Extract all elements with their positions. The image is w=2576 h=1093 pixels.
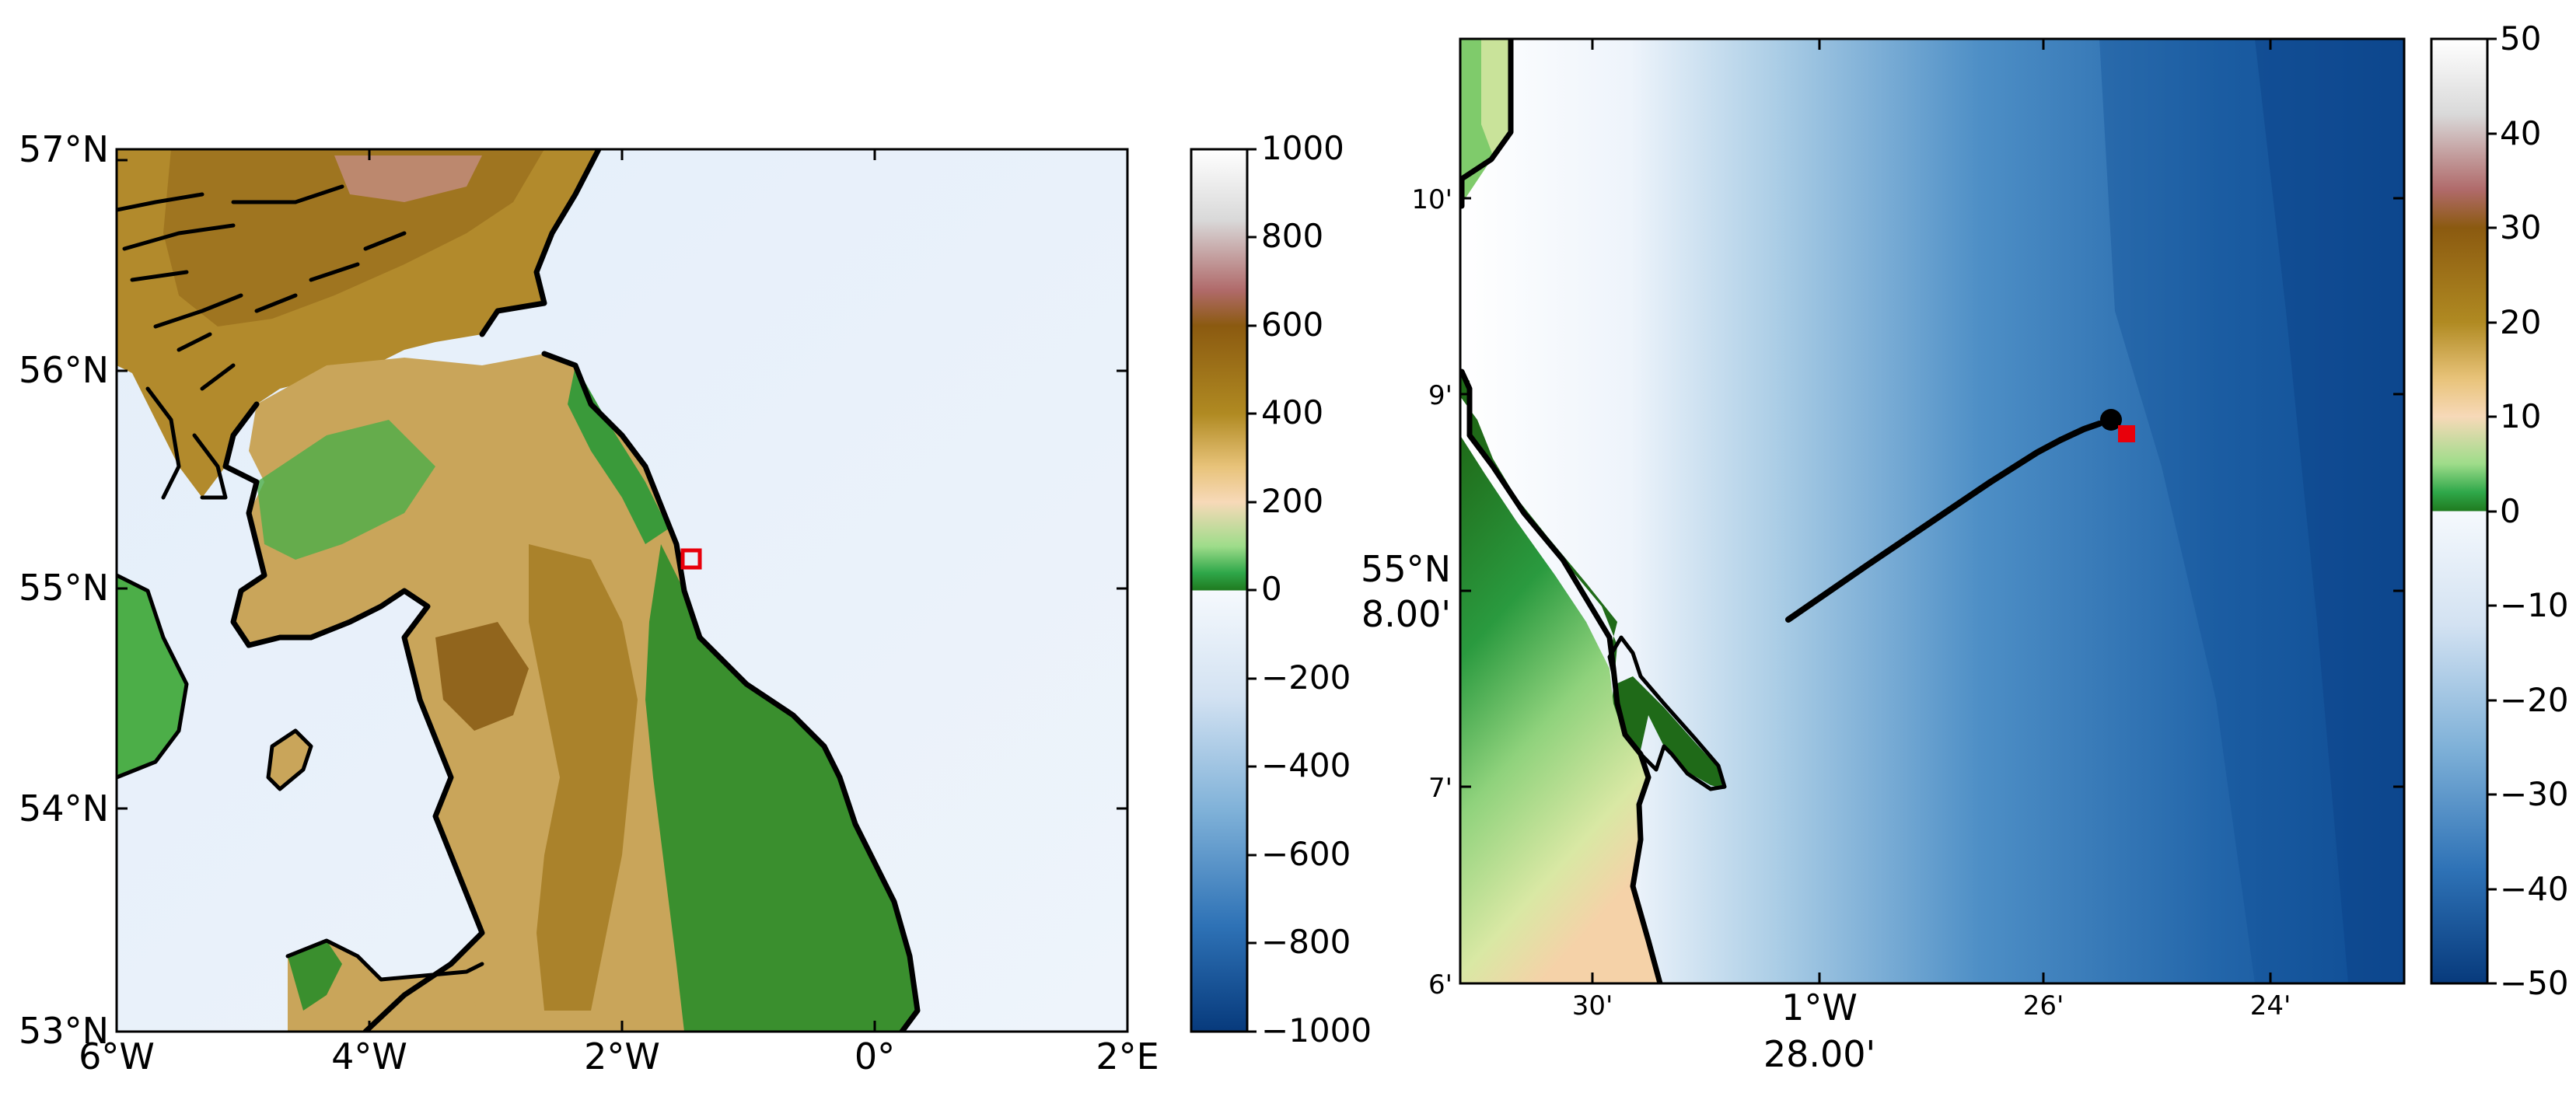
left-colorbar-tick-label: 1000 [1261, 129, 1344, 167]
right-lat-label: 9' [1428, 380, 1452, 411]
green-coast [568, 365, 669, 544]
england-lowlands [645, 544, 918, 1032]
coastline-lochs [117, 184, 407, 500]
left-lat-label: 57°N [19, 128, 109, 170]
right-lat-label: 7' [1428, 773, 1452, 804]
right-lon-major-degree: 1°W [1781, 986, 1858, 1028]
right-lat-label: 10' [1411, 184, 1452, 215]
wales-green [288, 941, 342, 1011]
left-lat-label: 54°N [19, 787, 109, 829]
right-lon-major-minute: 28.00' [1763, 1033, 1875, 1075]
left-map-ticks [117, 149, 1127, 1032]
study-site-marker-zoom [2118, 425, 2135, 442]
right-map-coastline-inlet [1607, 635, 1727, 791]
left-colorbar-tick-label: 0 [1261, 570, 1282, 608]
right-colorbar-ticks [2487, 37, 2497, 985]
scotland-peaks [334, 155, 482, 202]
right-map-land-south [1460, 372, 1725, 789]
right-map-land-south-body [1460, 435, 1660, 983]
coastline-wales [285, 938, 484, 982]
coastline-west [222, 401, 485, 1032]
left-lon-label: 2°W [584, 1035, 660, 1077]
right-lat-major-degree: 55°N [1361, 548, 1451, 590]
right-map-coastline-north [1460, 39, 1514, 209]
left-map-panel: 57°N 56°N 55°N 54°N 53°N 6°W 4°W 2°W 0° … [19, 128, 1159, 1077]
right-map-deep-band [2255, 39, 2404, 983]
right-map-land-north-light [1481, 39, 1511, 155]
left-colorbar-tick-label: 600 [1261, 306, 1323, 344]
right-colorbar-tick-label: 10 [2500, 397, 2541, 435]
left-lat-label: 53°N [19, 1010, 109, 1052]
ireland-edge [117, 575, 187, 777]
study-site-marker [680, 548, 702, 570]
right-colorbar-tick-label: −50 [2500, 964, 2569, 1002]
right-colorbar: 50 40 30 20 10 0 −10 −20 −30 −40 −50 [2430, 19, 2569, 1002]
uplands-lakes [435, 622, 529, 731]
right-map-ticks [1460, 39, 2404, 983]
left-colorbar-tick-label: −400 [1261, 746, 1351, 784]
right-map-deep-band [2099, 39, 2404, 983]
left-lat-label: 56°N [19, 349, 109, 391]
left-lon-label: 0° [855, 1035, 895, 1077]
left-colorbar-gradient [1190, 148, 1249, 1033]
left-colorbar-tick-label: 200 [1261, 482, 1323, 520]
isle-of-man [268, 731, 311, 789]
left-lon-label: 4°W [331, 1035, 407, 1077]
right-colorbar-tick-label: −30 [2500, 775, 2569, 813]
left-colorbar-tick-label: −600 [1261, 835, 1351, 873]
right-colorbar-tick-label: −10 [2500, 586, 2569, 624]
transect-line [1785, 421, 2102, 623]
left-colorbar-tick-label: 800 [1261, 217, 1323, 255]
right-lat-major-minute: 8.00' [1361, 593, 1451, 635]
right-lon-label: 26' [2023, 990, 2064, 1021]
coastline-east [479, 149, 921, 1032]
right-colorbar-tick-label: 20 [2500, 303, 2541, 341]
left-colorbar-tick-label: −800 [1261, 923, 1351, 961]
left-colorbar-tick-label: −200 [1261, 658, 1351, 697]
left-colorbar-ticks [1247, 148, 1257, 1033]
left-lon-label: 6°W [79, 1035, 155, 1077]
left-lat-label: 55°N [19, 567, 109, 609]
right-lat-label: 6' [1428, 969, 1452, 1000]
right-colorbar-tick-label: 40 [2500, 114, 2541, 152]
coastline-ireland [117, 573, 189, 780]
left-colorbar-tick-label: −1000 [1261, 1011, 1372, 1049]
left-colorbar: 1000 800 600 400 200 0 −200 −400 −600 −8… [1190, 129, 1372, 1049]
uplands-pennines [529, 544, 638, 1011]
right-map-panel: 10' 9' 55°N 8.00' 7' 6' 30' 1°W 28.00' 2… [1361, 37, 2406, 1075]
right-lon-label: 24' [2250, 990, 2291, 1021]
right-map-frame [1459, 37, 2406, 985]
right-colorbar-tick-label: 30 [2500, 208, 2541, 246]
left-colorbar-tick-label: 400 [1261, 393, 1323, 431]
right-colorbar-tick-label: −40 [2500, 870, 2569, 908]
right-colorbar-gradient [2430, 37, 2489, 985]
right-lon-label: 30' [1572, 990, 1613, 1021]
transect-start-point [2100, 409, 2122, 431]
left-lon-label: 2°E [1096, 1035, 1159, 1077]
right-colorbar-tick-label: −20 [2500, 681, 2569, 719]
scotland-highlands [163, 149, 544, 327]
right-colorbar-tick-label: 50 [2500, 19, 2541, 58]
coastline-isle-of-man [266, 728, 313, 791]
green-valleys [257, 420, 435, 560]
right-colorbar-tick-label: 0 [2500, 492, 2521, 530]
